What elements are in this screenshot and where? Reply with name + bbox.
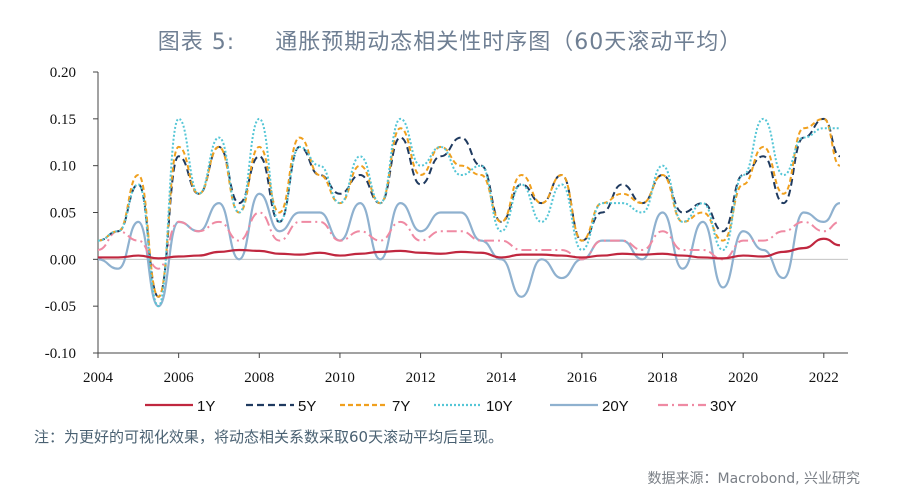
legend-label-7y: 7Y: [392, 398, 410, 415]
chart-title: 图表 5: 通胀预期动态相关性时序图（60天滚动平均）: [0, 24, 900, 56]
series-line-5y: [97, 117, 841, 298]
chart-title-prefix: 图表 5:: [157, 30, 236, 55]
series-line-20y: [97, 192, 841, 308]
x-tick-label: 2006: [164, 370, 195, 386]
chart-legend: 1Y 5Y 7Y 10Y 20Y 30Y: [145, 398, 737, 415]
legend-label-10y: 10Y: [486, 398, 513, 415]
x-tick-label: 2012: [406, 370, 436, 386]
legend-label-5y: 5Y: [298, 398, 316, 415]
y-tick-label: 0.10: [50, 159, 76, 175]
chart-source: 数据来源：Macrobond, 兴业研究: [647, 471, 860, 487]
series-line-1y: [98, 237, 841, 260]
x-tick-label: 2020: [728, 370, 758, 386]
x-tick-label: 2004: [83, 370, 114, 386]
x-tick-label: 2018: [648, 370, 678, 386]
chart-series-group: [97, 117, 841, 308]
chart-note: 注：为更好的可视化效果，将动态相关系数采取60天滚动平均后呈现。: [34, 428, 504, 446]
x-tick-label: 2022: [809, 370, 839, 386]
y-tick-label: 0.15: [50, 112, 76, 128]
legend-label-30y: 30Y: [710, 398, 737, 415]
legend-label-20y: 20Y: [602, 398, 629, 415]
x-tick-label: 2014: [486, 370, 517, 386]
chart-title-main: 通胀预期动态相关性时序图（60天滚动平均）: [275, 30, 743, 55]
x-tick-label: 2010: [325, 370, 355, 386]
y-tick-label: -0.05: [45, 299, 76, 315]
y-tick-label: -0.10: [45, 346, 76, 362]
chart-axes: 0.20 0.15 0.10 0.05 0.00 -0.05 -0.10 2004 2006 20…: [45, 65, 848, 386]
series-line-7y: [97, 117, 841, 298]
x-tick-label: 2016: [567, 370, 598, 386]
y-tick-label: 0.20: [50, 65, 76, 81]
legend-label-1y: 1Y: [197, 398, 215, 415]
x-tick-label: 2008: [244, 370, 274, 386]
y-tick-label: 0.05: [50, 206, 76, 222]
series-line-30y: [97, 211, 841, 270]
y-tick-label: 0.00: [50, 252, 76, 268]
